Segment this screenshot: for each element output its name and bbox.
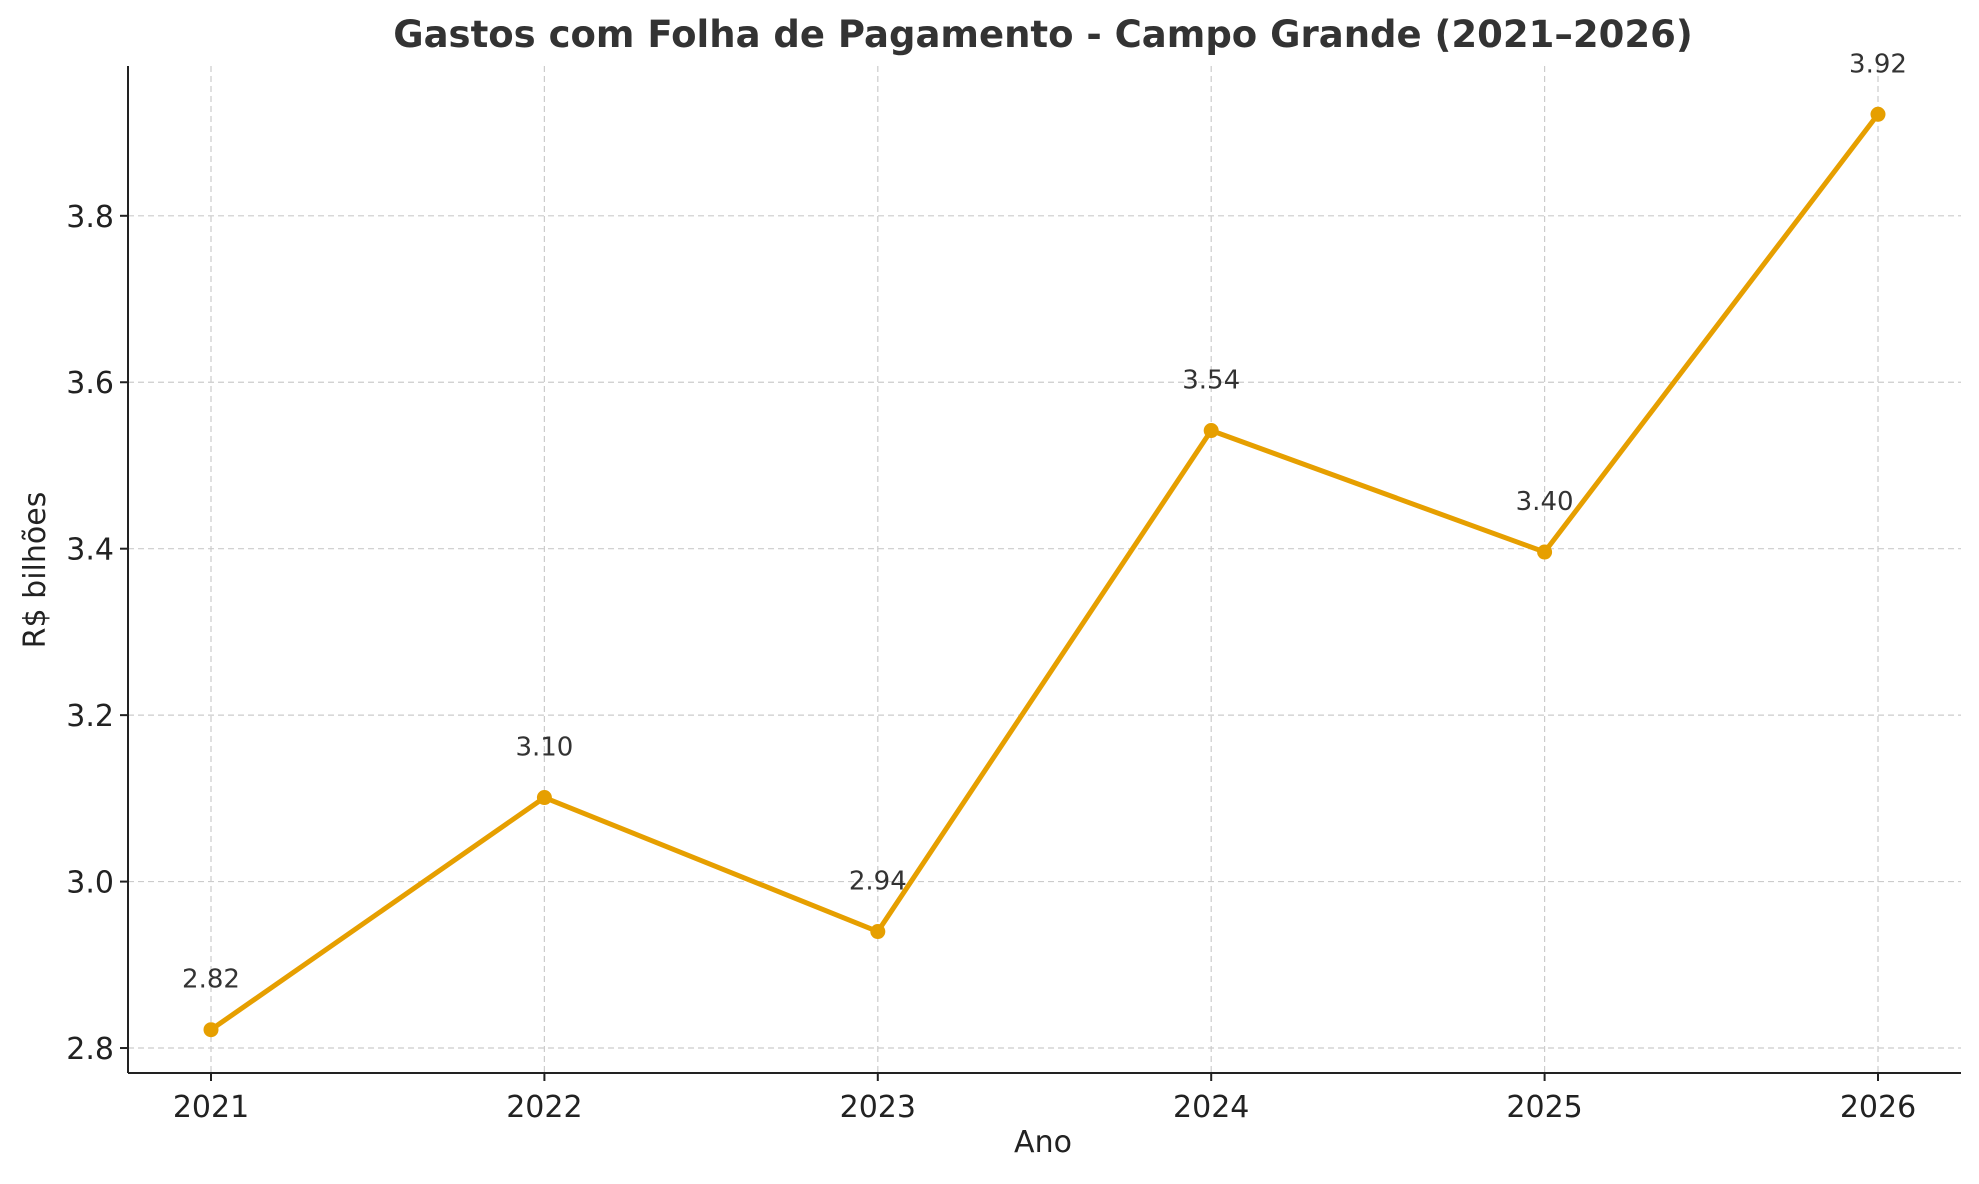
- y-tick-label: 3.0: [66, 866, 114, 901]
- series: [203, 106, 1886, 1038]
- data-label: 3.10: [515, 733, 573, 763]
- ticks: 2021 2022 2023 2024 2025 2026 2.8 3.0 3.2 3.4 3.6 3…: [66, 200, 1916, 1125]
- x-tick-label: 2022: [506, 1090, 582, 1125]
- y-axis-label: R$ bilhões: [18, 492, 53, 649]
- x-tick-label: 2021: [173, 1090, 249, 1125]
- x-tick-label: 2026: [1840, 1090, 1916, 1125]
- x-axis-label: Ano: [1014, 1125, 1072, 1160]
- grid: [128, 66, 1961, 1073]
- axes: [127, 66, 1961, 1074]
- data-point: [1537, 544, 1553, 560]
- y-tick-label: 3.2: [66, 699, 114, 734]
- x-tick-label: 2024: [1173, 1090, 1249, 1125]
- data-label: 2.94: [849, 867, 907, 897]
- data-label: 2.82: [182, 965, 240, 995]
- y-tick-label: 3.8: [66, 200, 114, 235]
- data-point: [536, 790, 552, 806]
- data-labels: 2.82 3.10 2.94 3.54 3.40 3.92: [182, 49, 1907, 994]
- chart-title: Gastos com Folha de Pagamento - Campo Gr…: [393, 13, 1693, 56]
- data-point: [1203, 423, 1219, 439]
- y-tick-label: 2.8: [66, 1032, 114, 1067]
- data-label: 3.92: [1849, 49, 1907, 79]
- series-line: [208, 111, 1881, 1033]
- x-tick-label: 2025: [1506, 1090, 1582, 1125]
- data-point: [870, 924, 886, 940]
- y-tick-label: 3.4: [66, 533, 114, 568]
- data-label: 3.54: [1182, 366, 1240, 396]
- y-tick-label: 3.6: [66, 366, 114, 401]
- data-point: [1870, 106, 1886, 122]
- data-point: [203, 1022, 219, 1038]
- x-tick-label: 2023: [840, 1090, 916, 1125]
- data-label: 3.40: [1516, 487, 1574, 517]
